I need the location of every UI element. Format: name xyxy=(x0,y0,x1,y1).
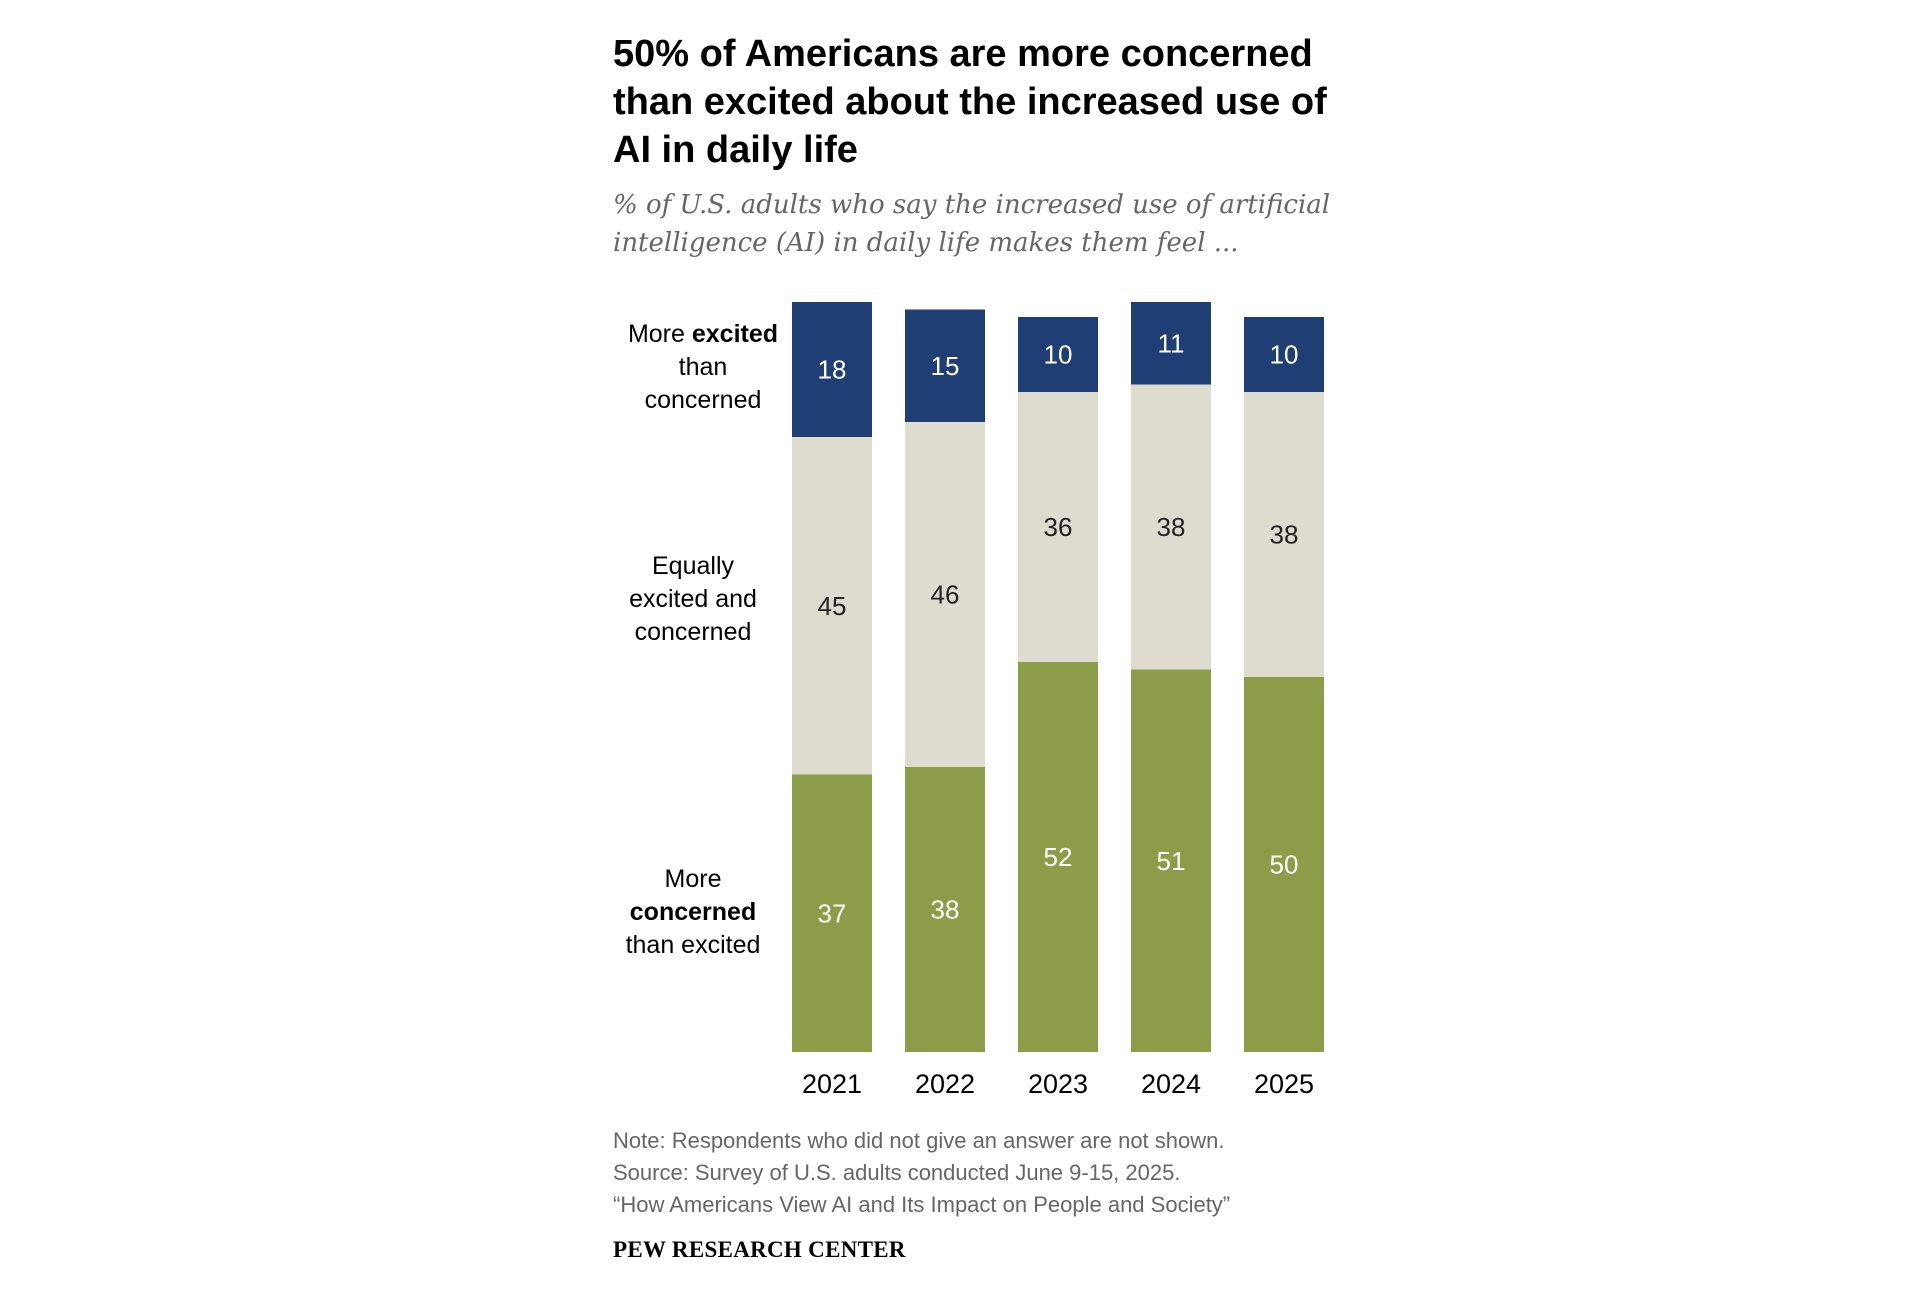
data-label-concerned-2021: 37 xyxy=(818,898,847,928)
legend-excited-bold: excited xyxy=(691,320,779,348)
bar-concerned-2024 xyxy=(1131,669,1211,1052)
report-title-text: “How Americans View AI and Its Impact on… xyxy=(613,1192,1231,1217)
legend-concerned-pre: More xyxy=(664,865,722,893)
legend-excited-pre: More xyxy=(627,320,692,348)
bar-excited-2023 xyxy=(1018,317,1098,392)
data-label-concerned-2023: 52 xyxy=(1044,842,1073,872)
data-label-excited-2023: 10 xyxy=(1044,340,1073,370)
chart-notes: Note: Respondents who did not give an an… xyxy=(613,1125,1393,1221)
bar-equal-2022 xyxy=(905,422,985,767)
legend-label-concerned: More concerned than excited xyxy=(618,863,768,962)
bar-equal-2023 xyxy=(1018,392,1098,662)
bar-concerned-2021 xyxy=(792,774,872,1052)
data-label-equal-2025: 38 xyxy=(1270,520,1299,550)
bar-concerned-2023 xyxy=(1018,662,1098,1052)
x-tick-label-2025: 2025 xyxy=(1254,1069,1314,1099)
note-text: Note: Respondents who did not give an an… xyxy=(613,1128,1225,1153)
data-label-excited-2024: 11 xyxy=(1158,328,1185,358)
x-tick-label-2024: 2024 xyxy=(1141,1069,1201,1099)
data-label-equal-2021: 45 xyxy=(818,591,847,621)
legend-label-equal: Equally excited and concerned xyxy=(618,550,768,649)
x-tick-label-2021: 2021 xyxy=(802,1069,862,1099)
x-tick-label-2022: 2022 xyxy=(915,1069,975,1099)
bar-concerned-2022 xyxy=(905,767,985,1052)
data-label-equal-2023: 36 xyxy=(1044,512,1073,542)
data-label-concerned-2022: 38 xyxy=(931,895,960,925)
bar-concerned-2025 xyxy=(1244,677,1324,1052)
legend-label-excited: More excited than concerned xyxy=(618,318,788,417)
bar-excited-2022 xyxy=(905,309,985,422)
bar-equal-2024 xyxy=(1131,384,1211,670)
data-label-equal-2024: 38 xyxy=(1157,512,1186,542)
bar-excited-2021 xyxy=(792,302,872,437)
legend-equal-text: Equally excited and concerned xyxy=(629,552,757,646)
data-label-concerned-2024: 51 xyxy=(1157,846,1186,876)
x-tick-label-2023: 2023 xyxy=(1028,1069,1088,1099)
bar-excited-2025 xyxy=(1244,317,1324,392)
chart-title: 50% of Americans are more concerned than… xyxy=(613,33,1327,171)
bar-excited-2024 xyxy=(1131,302,1211,385)
bar-equal-2021 xyxy=(792,437,872,775)
data-label-excited-2021: 18 xyxy=(818,355,847,385)
legend-concerned-bold: concerned xyxy=(629,898,757,926)
pew-research-center-logo: PEW RESEARCH CENTER xyxy=(613,1237,906,1262)
chart-subtitle: % of U.S. adults who say the increased u… xyxy=(613,190,1331,258)
data-label-equal-2022: 46 xyxy=(931,580,960,610)
legend-concerned-post: than excited xyxy=(625,931,761,959)
bar-equal-2025 xyxy=(1244,392,1324,677)
data-label-excited-2025: 10 xyxy=(1270,340,1299,370)
data-label-concerned-2025: 50 xyxy=(1270,850,1299,880)
data-label-excited-2022: 15 xyxy=(931,351,960,381)
legend-excited-post: than concerned xyxy=(644,353,762,414)
source-text: Source: Survey of U.S. adults conducted … xyxy=(613,1160,1181,1185)
